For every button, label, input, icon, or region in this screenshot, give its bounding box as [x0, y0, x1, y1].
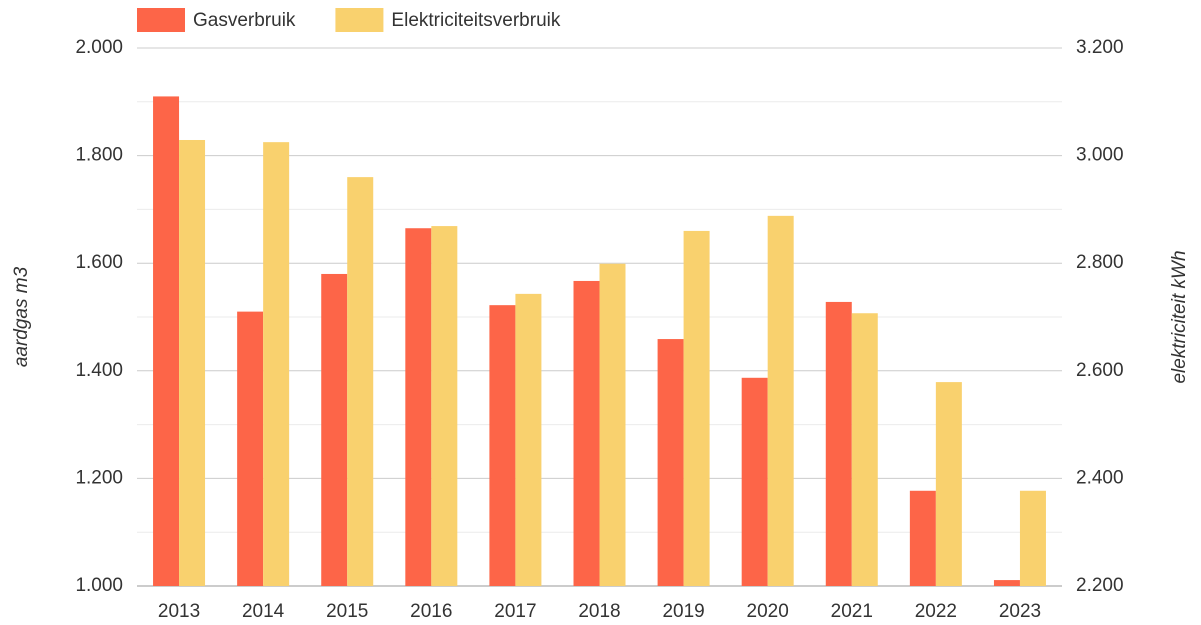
- bar: [599, 263, 626, 586]
- bar: [179, 139, 206, 587]
- bar: [767, 215, 794, 586]
- x-tick-label: 2018: [578, 601, 620, 622]
- x-tick-label: 2020: [747, 601, 789, 622]
- y-tick-label: 1.000: [75, 575, 123, 596]
- bar: [825, 301, 852, 586]
- x-tick-label: 2016: [410, 601, 452, 622]
- x-tick-label: 2019: [662, 601, 704, 622]
- bar: [935, 382, 962, 586]
- y2-tick-label: 2.400: [1076, 467, 1124, 488]
- bar: [657, 339, 684, 586]
- bar: [347, 177, 374, 586]
- legend-label: Elektriciteitsverbruik: [391, 10, 560, 31]
- y-tick-label: 1.400: [75, 360, 123, 381]
- bar: [263, 142, 290, 586]
- bar: [1019, 490, 1046, 586]
- legend-label: Gasverbruik: [193, 10, 296, 31]
- x-tick-label: 2014: [242, 601, 285, 622]
- bar: [515, 293, 542, 586]
- y-axis-title: aardgas m3: [11, 266, 32, 367]
- y-tick-label: 1.200: [75, 467, 123, 488]
- bar: [321, 273, 348, 586]
- y-tick-label: 2.000: [75, 37, 123, 58]
- bar: [683, 230, 710, 587]
- legend-swatch: [137, 8, 185, 32]
- x-tick-label: 2015: [326, 601, 368, 622]
- y2-tick-label: 3.000: [1076, 145, 1124, 166]
- y2-tick-label: 2.800: [1076, 252, 1124, 273]
- y2-tick-label: 3.200: [1076, 37, 1124, 58]
- y2-tick-label: 2.200: [1076, 575, 1124, 596]
- bar: [573, 280, 600, 586]
- y2-tick-label: 2.600: [1076, 360, 1124, 381]
- x-tick-label: 2017: [494, 601, 536, 622]
- y-tick-label: 1.600: [75, 252, 123, 273]
- bar: [851, 313, 878, 586]
- x-tick-label: 2013: [158, 601, 200, 622]
- x-tick-label: 2022: [915, 601, 957, 622]
- x-tick-label: 2023: [999, 601, 1041, 622]
- bar: [909, 490, 936, 586]
- bar: [993, 580, 1020, 586]
- bar: [237, 311, 264, 586]
- bar: [489, 305, 516, 586]
- x-tick-label: 2021: [831, 601, 873, 622]
- bar: [741, 377, 768, 586]
- legend-swatch: [335, 8, 384, 32]
- bar: [153, 96, 180, 587]
- y-tick-label: 1.800: [75, 145, 123, 166]
- bar: [431, 226, 458, 586]
- y2-axis-title: elektriciteit kWh: [1169, 250, 1190, 383]
- bar: [405, 228, 432, 587]
